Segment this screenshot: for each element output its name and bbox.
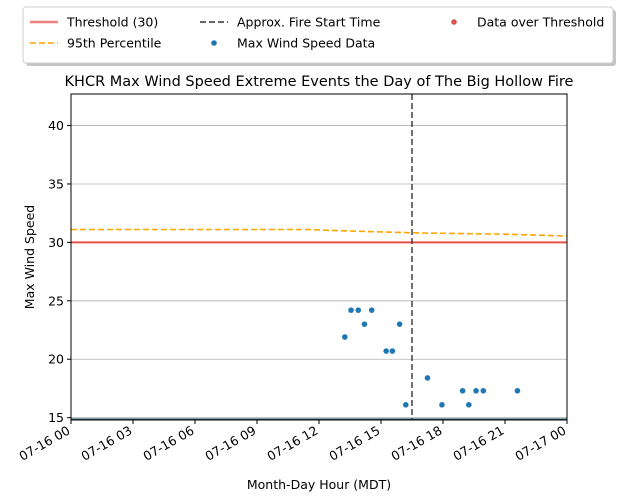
legend-label: Threshold (30): [66, 15, 158, 30]
x-tick-label: 07-17 00: [512, 423, 568, 464]
chart-title: KHCR Max Wind Speed Extreme Events the D…: [65, 74, 574, 90]
data-points: [342, 307, 521, 408]
y-tick-label: 15: [48, 410, 64, 425]
legend-item: Data over Threshold: [451, 15, 604, 30]
plot-frame: [70, 93, 568, 421]
data-point: [459, 387, 466, 394]
data-point: [396, 321, 403, 327]
data-point: [368, 307, 375, 313]
x-tick-label: 07-16 03: [78, 423, 134, 464]
legend-item: Threshold (30): [30, 15, 158, 30]
data-point: [389, 348, 396, 354]
data-point: [514, 387, 521, 394]
x-tick-label: 07-16 21: [450, 423, 506, 464]
legend-item: 95th Percentile: [30, 36, 162, 51]
data-point: [403, 402, 409, 408]
legend-label: Approx. Fire Start Time: [237, 15, 381, 30]
data-point: [348, 307, 354, 313]
data-point: [466, 402, 472, 408]
legend-item: Approx. Fire Start Time: [200, 15, 381, 30]
y-axis: 15 20 25 30 35 40: [48, 118, 71, 425]
legend-swatch: [211, 40, 217, 46]
legend-label: 95th Percentile: [67, 36, 162, 51]
data-point: [361, 321, 368, 327]
y-tick-label: 40: [48, 118, 64, 133]
legend-swatch: [451, 19, 457, 25]
x-axis: 07-16 00 07-16 03 07-16 06 07-16 09 07-16 12…: [16, 420, 569, 464]
data-point: [342, 334, 348, 340]
x-tick-label: 07-16 06: [140, 423, 196, 464]
y-tick-label: 25: [48, 293, 64, 308]
percentile-95-line: [71, 228, 568, 237]
x-tick-label: 07-16 12: [264, 423, 320, 464]
x-tick-label: 07-16 00: [16, 423, 72, 464]
y-tick-label: 30: [48, 235, 64, 250]
x-tick-label: 07-16 09: [202, 423, 258, 464]
data-point: [480, 387, 487, 394]
grid-lines: [71, 125, 567, 419]
data-point: [383, 348, 389, 354]
y-axis-label: Max Wind Speed: [22, 205, 37, 309]
x-axis-label: Month-Day Hour (MDT): [247, 477, 391, 492]
legend-item: Max Wind Speed Data: [211, 36, 375, 51]
x-tick-label: 07-16 18: [388, 423, 444, 464]
legend-label: Max Wind Speed Data: [237, 36, 375, 51]
data-point: [439, 402, 445, 408]
y-tick-label: 35: [48, 176, 64, 191]
data-point: [424, 375, 431, 381]
y-tick-label: 20: [48, 352, 64, 367]
data-point: [355, 307, 362, 313]
x-tick-label: 07-16 15: [326, 423, 382, 464]
data-point: [473, 387, 479, 394]
legend-label: Data over Threshold: [477, 15, 604, 30]
legend: Threshold (30) 95th Percentile Approx. Fir…: [22, 6, 616, 66]
